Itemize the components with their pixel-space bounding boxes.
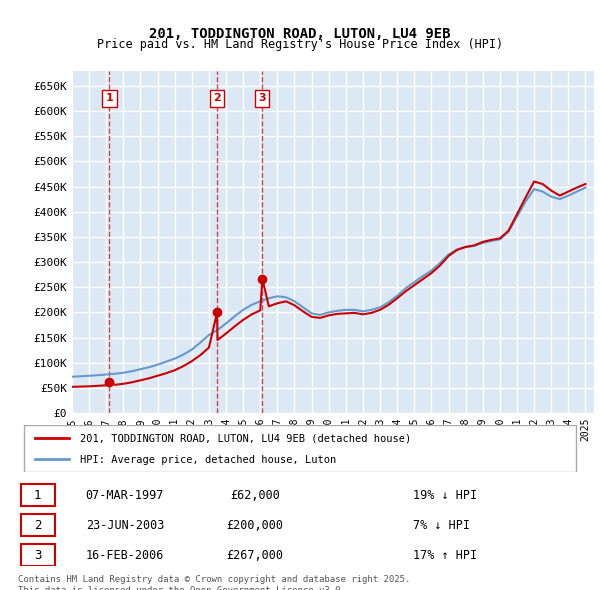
Text: HPI: Average price, detached house, Luton: HPI: Average price, detached house, Luto… bbox=[80, 455, 336, 465]
Text: £62,000: £62,000 bbox=[230, 489, 280, 502]
Text: £200,000: £200,000 bbox=[226, 519, 283, 532]
Text: Contains HM Land Registry data © Crown copyright and database right 2025.
This d: Contains HM Land Registry data © Crown c… bbox=[18, 575, 410, 590]
Text: 16-FEB-2006: 16-FEB-2006 bbox=[86, 549, 164, 562]
FancyBboxPatch shape bbox=[21, 514, 55, 536]
Text: 2: 2 bbox=[34, 519, 41, 532]
Text: 201, TODDINGTON ROAD, LUTON, LU4 9EB (detached house): 201, TODDINGTON ROAD, LUTON, LU4 9EB (de… bbox=[80, 434, 411, 444]
Text: 2: 2 bbox=[213, 93, 221, 103]
FancyBboxPatch shape bbox=[23, 425, 577, 472]
Text: 1: 1 bbox=[34, 489, 41, 502]
Text: 1: 1 bbox=[106, 93, 113, 103]
Text: 23-JUN-2003: 23-JUN-2003 bbox=[86, 519, 164, 532]
Text: 19% ↓ HPI: 19% ↓ HPI bbox=[413, 489, 477, 502]
Text: 17% ↑ HPI: 17% ↑ HPI bbox=[413, 549, 477, 562]
FancyBboxPatch shape bbox=[21, 484, 55, 506]
Text: 201, TODDINGTON ROAD, LUTON, LU4 9EB: 201, TODDINGTON ROAD, LUTON, LU4 9EB bbox=[149, 27, 451, 41]
Text: 07-MAR-1997: 07-MAR-1997 bbox=[86, 489, 164, 502]
Text: 7% ↓ HPI: 7% ↓ HPI bbox=[413, 519, 470, 532]
Text: Price paid vs. HM Land Registry's House Price Index (HPI): Price paid vs. HM Land Registry's House … bbox=[97, 38, 503, 51]
FancyBboxPatch shape bbox=[21, 545, 55, 566]
Text: £267,000: £267,000 bbox=[226, 549, 283, 562]
Text: 3: 3 bbox=[259, 93, 266, 103]
Text: 3: 3 bbox=[34, 549, 41, 562]
